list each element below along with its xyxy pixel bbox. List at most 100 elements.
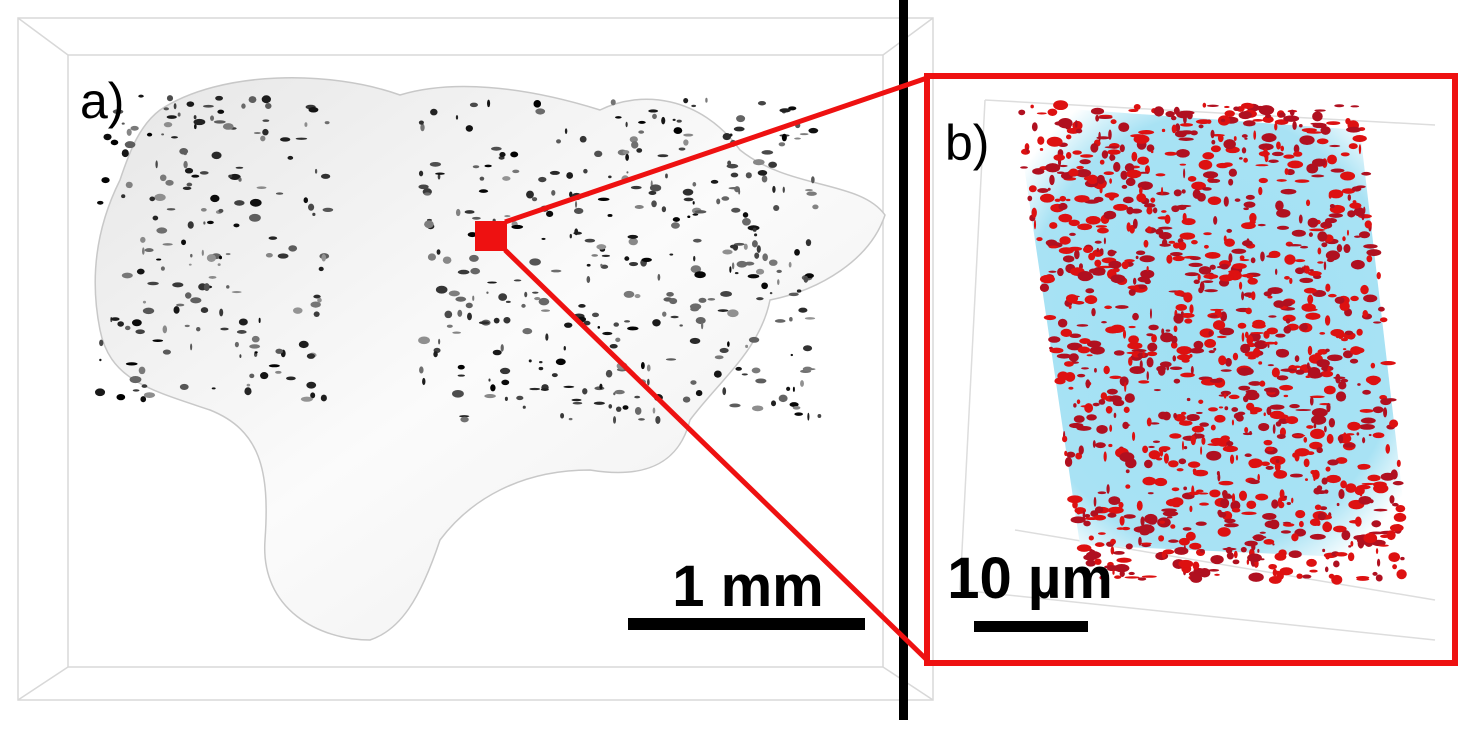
speckle xyxy=(799,133,809,136)
speckle xyxy=(1228,270,1240,274)
speckle xyxy=(789,316,793,322)
speckle xyxy=(1350,259,1365,270)
speckle xyxy=(208,276,217,279)
speckle xyxy=(1327,365,1331,375)
speckle xyxy=(152,215,159,221)
speckle xyxy=(1113,550,1125,555)
speckle xyxy=(1056,353,1072,359)
speckle xyxy=(652,407,656,414)
speckle xyxy=(172,282,184,288)
speckle xyxy=(1326,258,1335,263)
speckle xyxy=(211,151,222,160)
speckle xyxy=(730,172,739,178)
speckle xyxy=(183,160,188,169)
speckle xyxy=(1265,446,1274,452)
speckle xyxy=(583,320,591,326)
speckle xyxy=(1258,177,1268,184)
speckle xyxy=(1189,347,1205,354)
speckle xyxy=(1252,535,1267,539)
speckle xyxy=(661,116,666,125)
speckle xyxy=(1109,375,1122,380)
speckle xyxy=(613,392,616,396)
speckle xyxy=(1328,573,1335,579)
speckle xyxy=(1323,385,1336,395)
speckle xyxy=(804,189,813,192)
speckle xyxy=(1326,433,1334,444)
speckle xyxy=(200,207,207,212)
speckle xyxy=(260,135,266,142)
speckle xyxy=(1179,548,1183,554)
speckle xyxy=(1182,212,1187,222)
speckle xyxy=(163,107,169,111)
speckle xyxy=(539,360,543,364)
speckle xyxy=(736,260,748,268)
speckle xyxy=(1355,576,1370,579)
speckle xyxy=(1346,126,1362,133)
speckle xyxy=(478,321,490,325)
particle xyxy=(94,77,886,641)
speckle xyxy=(1245,307,1252,315)
speckle xyxy=(1257,548,1260,553)
speckle xyxy=(1249,212,1257,223)
speckle xyxy=(546,210,554,217)
speckle xyxy=(613,322,619,327)
speckle xyxy=(1158,226,1173,230)
speckle xyxy=(731,207,741,213)
speckle xyxy=(121,122,125,125)
speckle xyxy=(1168,240,1176,244)
speckle xyxy=(1289,473,1303,478)
speckle xyxy=(761,175,768,183)
speckle xyxy=(1343,443,1356,448)
speckle xyxy=(121,149,129,158)
speckle xyxy=(1095,114,1100,122)
speckle xyxy=(1074,195,1090,203)
speckle xyxy=(1208,178,1221,183)
speckle xyxy=(1276,179,1287,182)
speckle xyxy=(623,290,635,298)
speckle xyxy=(211,387,216,390)
speckle xyxy=(529,258,541,266)
speckle xyxy=(1095,442,1106,449)
speckle xyxy=(1208,330,1213,337)
speckle xyxy=(1306,163,1319,174)
speckle xyxy=(1178,537,1190,546)
speckle xyxy=(648,190,657,196)
speckle xyxy=(1140,269,1155,279)
speckle xyxy=(1101,150,1109,159)
speckle xyxy=(1271,151,1284,157)
speckle xyxy=(1110,538,1116,545)
speckle xyxy=(1212,320,1226,331)
speckle xyxy=(471,216,481,220)
speckle xyxy=(1083,176,1095,181)
speckle xyxy=(1085,288,1095,294)
speckle xyxy=(1058,213,1073,223)
speckle xyxy=(1058,164,1068,168)
speckle xyxy=(634,395,641,399)
speckle xyxy=(262,128,269,136)
speckle xyxy=(1354,235,1361,238)
speckle xyxy=(1193,279,1200,285)
speckle xyxy=(1243,120,1256,127)
speckle xyxy=(636,148,643,153)
speckle xyxy=(1311,408,1328,418)
speckle xyxy=(1088,252,1096,261)
speckle xyxy=(1065,134,1072,140)
speckle xyxy=(1068,353,1079,362)
speckle xyxy=(625,121,628,128)
speckle xyxy=(1305,312,1321,320)
speckle xyxy=(1326,402,1331,413)
speckle xyxy=(1053,154,1065,161)
speckle xyxy=(1305,308,1318,312)
speckle xyxy=(1113,350,1125,356)
speckle xyxy=(1222,547,1237,551)
speckle xyxy=(1189,304,1194,314)
speckle xyxy=(1073,415,1085,423)
speckle xyxy=(1328,213,1344,218)
speckle xyxy=(472,165,480,169)
speckle xyxy=(1127,285,1140,290)
speckle xyxy=(1380,361,1396,366)
speckle xyxy=(1278,112,1286,118)
speckle xyxy=(418,170,424,177)
speckle xyxy=(1269,410,1285,420)
speckle xyxy=(1379,317,1388,323)
